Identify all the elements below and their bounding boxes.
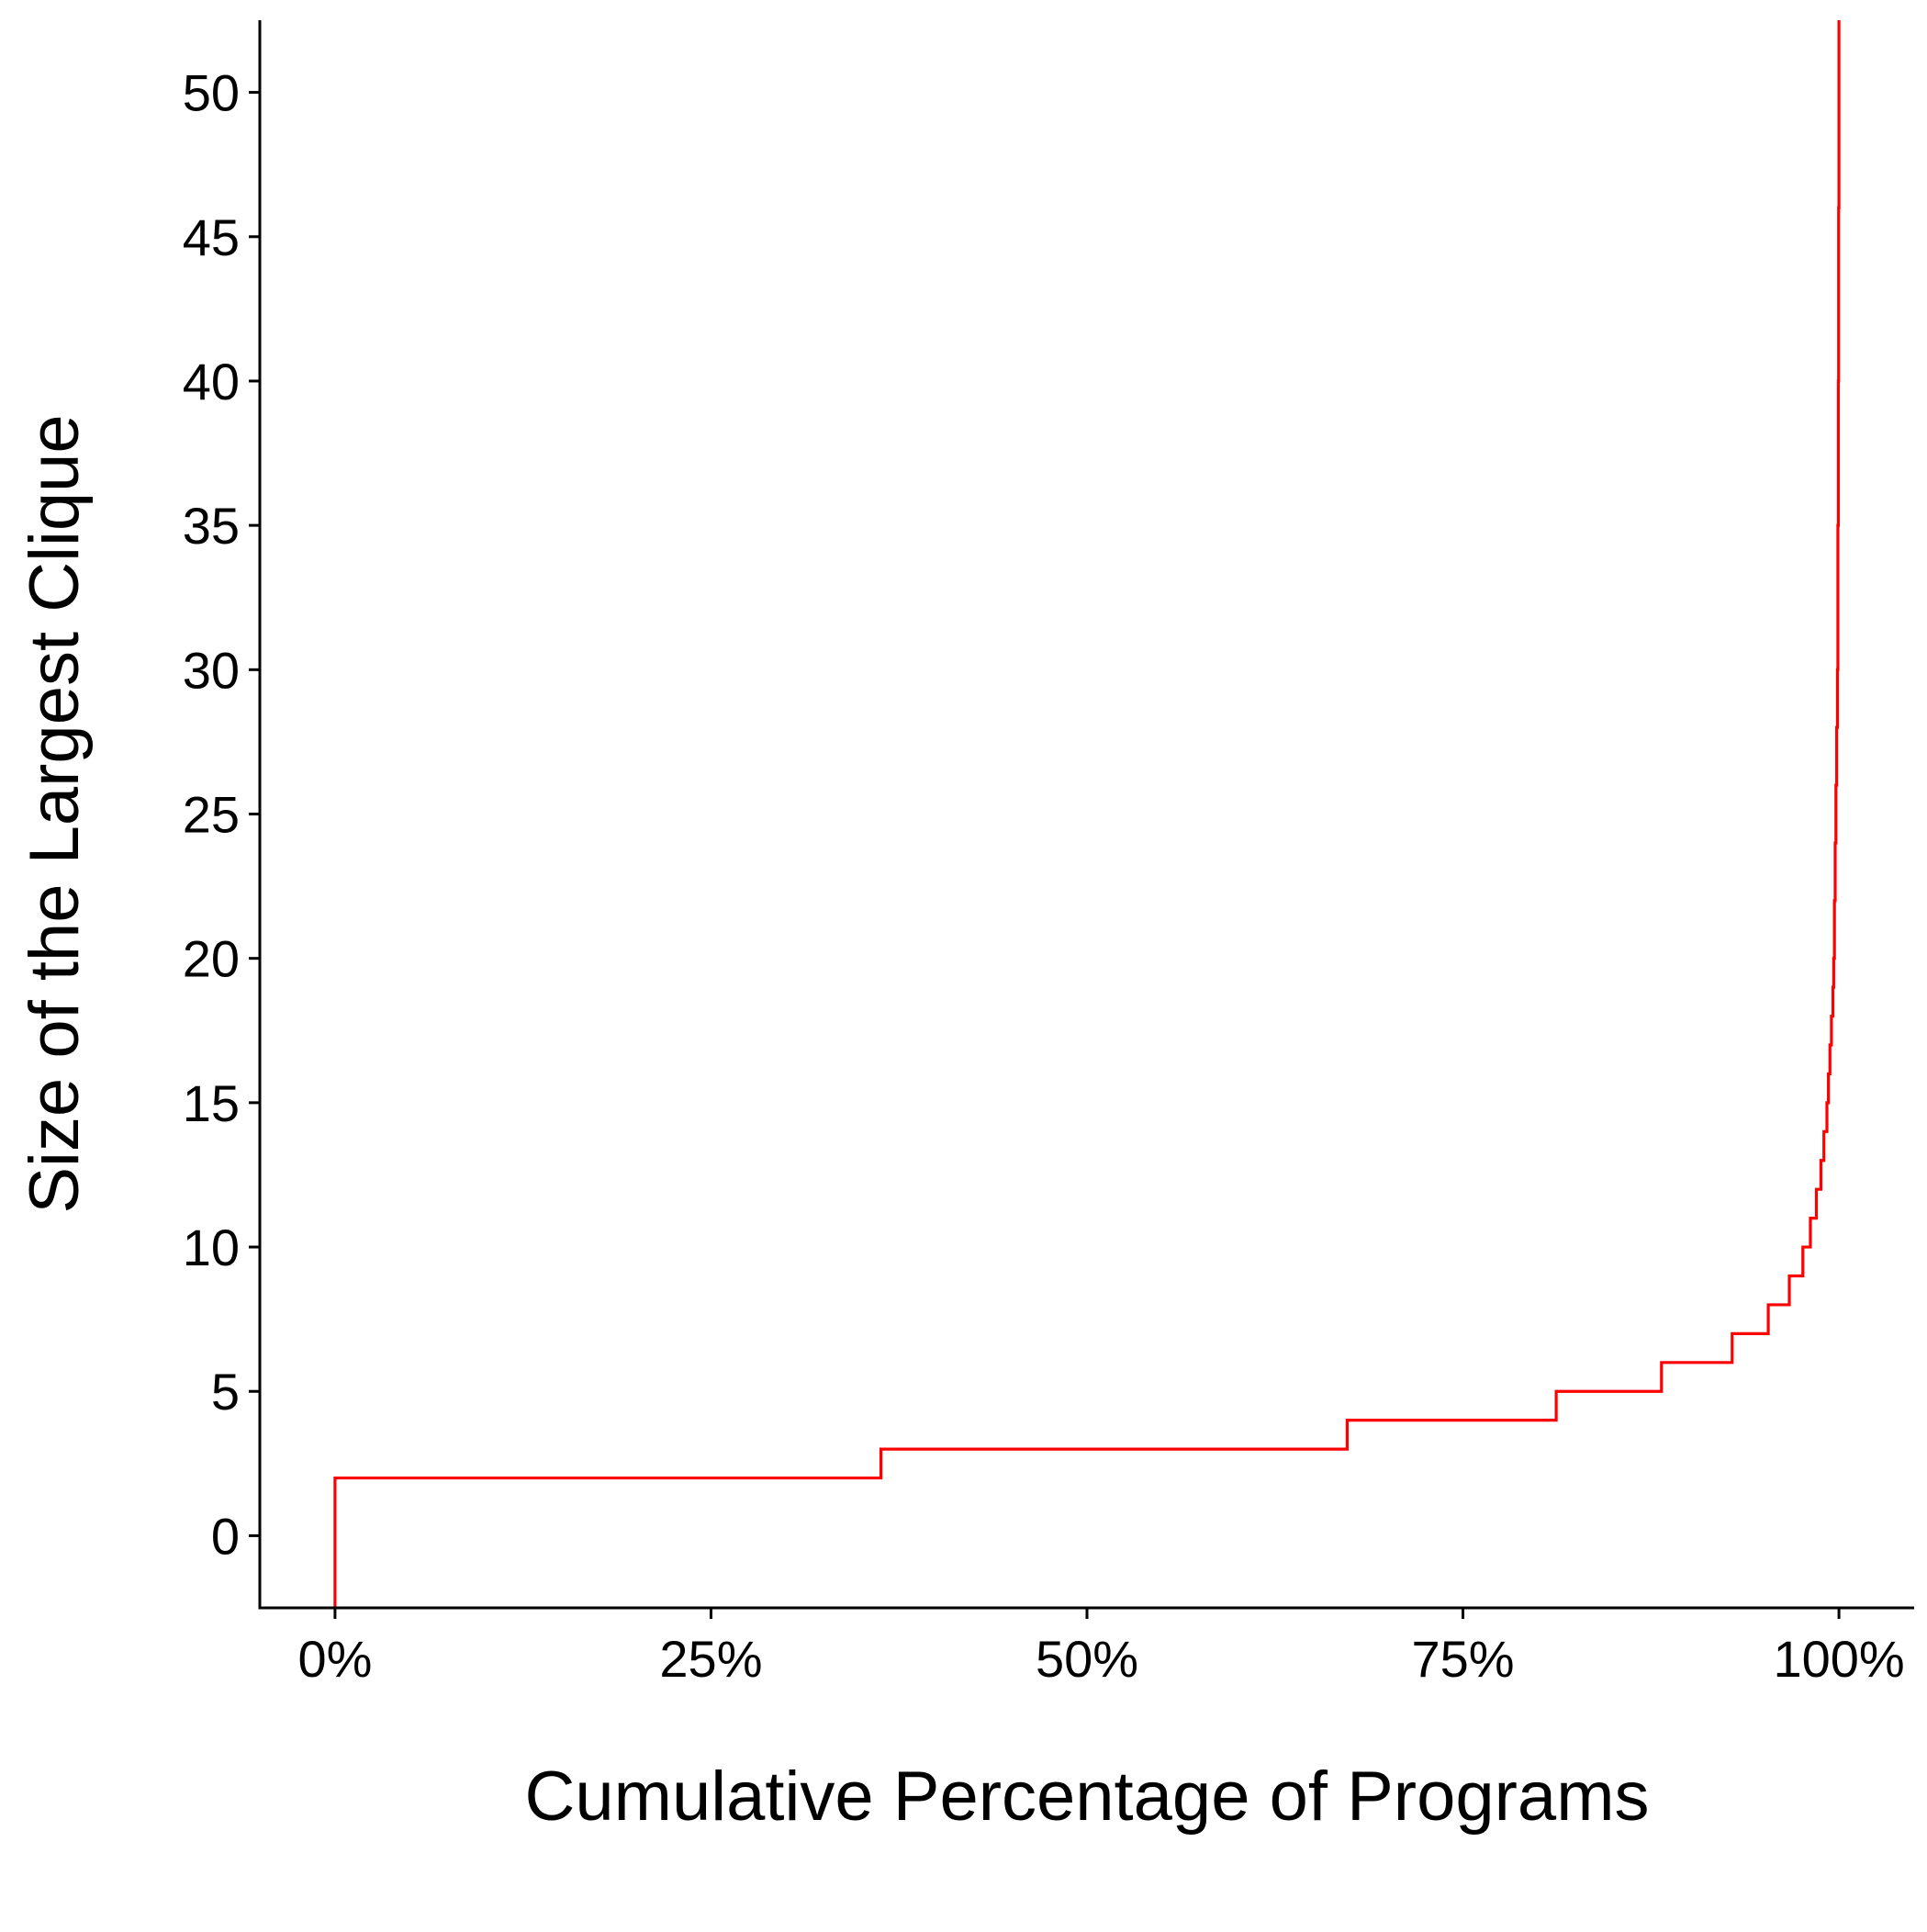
y-tick-label: 50 [183,64,240,122]
y-tick-label: 20 [183,930,240,988]
x-tick-label: 50% [1036,1630,1138,1688]
x-tick-label: 100% [1773,1630,1904,1688]
ticks-layer: 0 5 10 15 20 25 30 35 40 45 50 0% 25% 50% 75% 100% [183,64,1905,1688]
x-axis-title: Cumulative Percentage of Programs [524,1758,1649,1836]
axes-layer [258,20,1914,1610]
y-tick-label: 5 [211,1363,240,1421]
x-tick-label: 75% [1411,1630,1514,1688]
x-tick-label: 0% [297,1630,372,1688]
y-tick-label: 30 [183,641,240,699]
y-tick-label: 0 [211,1507,240,1565]
x-tick-label: 25% [659,1630,762,1688]
y-axis-title: Size of the Largest Clique [16,414,94,1213]
y-tick-label: 10 [183,1219,240,1276]
y-tick-label: 25 [183,786,240,844]
y-tick-label: 15 [183,1074,240,1132]
y-tick-label: 35 [183,497,240,555]
y-tick-label: 45 [183,208,240,266]
series-line-0 [333,20,1841,1608]
series-layer [333,20,1841,1608]
y-tick-label: 40 [183,353,240,410]
